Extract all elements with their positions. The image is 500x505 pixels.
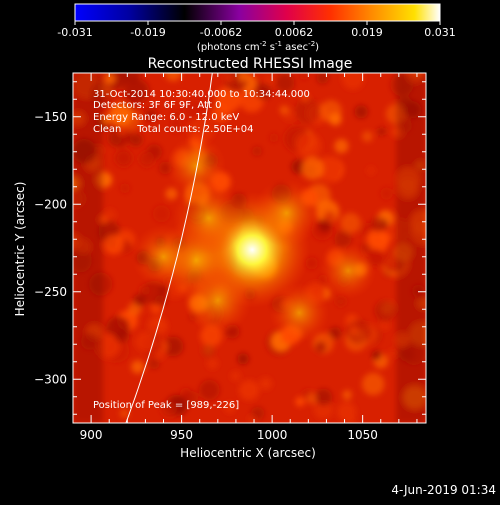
y-tick-label: −300: [34, 372, 67, 386]
colorbar-tick-label: 0.0062: [275, 26, 314, 39]
annotation-detectors: Detectors: 3F 6F 9F, Att 0: [93, 100, 221, 111]
annotation-energy-range: Energy Range: 6.0 - 12.0 keV: [93, 112, 239, 123]
emission-source: [131, 224, 196, 289]
solar-limb-line: [125, 73, 213, 423]
colorbar-ticks: [74, 21, 441, 25]
annotation-peak-position: Position of Peak = [989,-226]: [93, 400, 239, 411]
x-tick-label: 1050: [347, 428, 378, 442]
colorbar-tick-label: -0.0062: [200, 26, 242, 39]
annotation-time-range: 31-Oct-2014 10:30:40.000 to 10:34:44.000: [93, 89, 310, 100]
plot-frame: [72, 72, 427, 424]
axis-ticks: [73, 73, 426, 423]
y-axis-label: Heliocentric Y (arcsec): [13, 182, 27, 317]
emission-source: [320, 242, 377, 299]
y-tick-label: −150: [34, 110, 67, 124]
axis-tick-labels: 900 950 1000 1050 −150 −200 −250 −300: [34, 110, 378, 442]
x-tick-label: 950: [170, 428, 193, 442]
emission-source: [166, 135, 227, 196]
colorbar: [74, 3, 441, 22]
colorbar-tick-label: 0.031: [424, 26, 456, 39]
colorbar-units: (photons cm-2 s-1 asec-2): [197, 40, 319, 53]
chart-title: Reconstructed RHESSI Image: [148, 56, 353, 72]
colorbar-tick-label: -0.019: [130, 26, 165, 39]
x-axis-label: Heliocentric X (arcsec): [180, 446, 316, 460]
emission-source: [252, 179, 321, 247]
x-tick-label: 1000: [257, 428, 288, 442]
emission-source: [269, 282, 330, 343]
colorbar-tick-label: 0.019: [351, 26, 383, 39]
heatmap-image: [73, 73, 426, 423]
x-tick-label: 900: [80, 428, 103, 442]
emission-source: [172, 182, 245, 255]
colorbar-tick-label: -0.031: [57, 26, 92, 39]
y-tick-label: −250: [34, 285, 67, 299]
emission-source: [183, 266, 252, 335]
render-timestamp: 4-Jun-2019 01:34: [391, 483, 496, 497]
annotation-clean-counts: Clean Total counts: 2.50E+04: [93, 124, 253, 135]
y-tick-label: −200: [34, 197, 67, 211]
